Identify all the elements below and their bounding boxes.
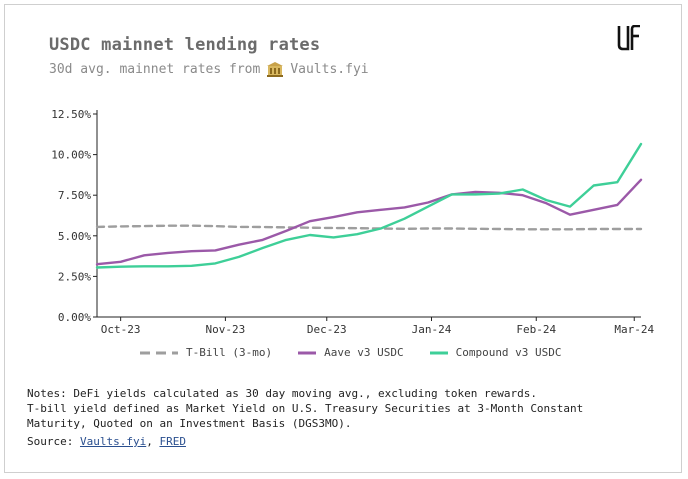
legend-swatch-compound	[429, 351, 448, 354]
chart-title: USDC mainnet lending rates	[49, 35, 321, 55]
subtitle-prefix: 30d avg. mainnet rates from	[49, 61, 261, 77]
legend-swatch-aave	[298, 351, 317, 354]
x-tick-label: Mar-24	[614, 323, 654, 336]
x-tick-label: Nov-23	[206, 323, 246, 336]
y-axis-ticks: 0.00% 2.50% 5.00% 7.50% 10.00% 12.50%	[51, 108, 97, 324]
legend-swatch-tbill	[140, 351, 178, 354]
notes-line-2: T-bill yield defined as Market Yield on …	[27, 402, 584, 415]
series-line-aave	[95, 178, 643, 266]
x-tick-label: Dec-23	[307, 323, 347, 336]
legend-label-compound: Compound v3 USDC	[455, 346, 562, 359]
y-tick-label: 10.00%	[51, 149, 91, 162]
chart-series	[95, 142, 643, 269]
y-tick-label: 0.00%	[58, 311, 91, 324]
x-tick-label: Jan-24	[412, 323, 452, 336]
brand-logo-icon	[617, 24, 641, 51]
y-tick-label: 5.00%	[58, 230, 91, 243]
legend-label-aave: Aave v3 USDC	[324, 346, 404, 359]
legend-label-tbill: T-Bill (3-mo)	[186, 346, 273, 359]
bank-icon	[266, 61, 284, 77]
y-tick-label: 12.50%	[51, 108, 91, 121]
notes-line-1: Notes: DeFi yields calculated as 30 day …	[27, 387, 537, 400]
x-axis-ticks: Oct-23 Nov-23 Dec-23 Jan-24 Feb-24 Mar-24	[101, 317, 654, 336]
series-line-compound	[95, 142, 643, 269]
source-link-fred[interactable]: FRED	[159, 435, 186, 448]
x-tick-label: Feb-24	[516, 323, 556, 336]
y-tick-label: 7.50%	[58, 189, 91, 202]
legend-item-compound: Compound v3 USDC	[429, 346, 562, 359]
source-link-vaults[interactable]: Vaults.fyi	[79, 435, 147, 448]
chart-legend: T-Bill (3-mo) Aave v3 USDC Compound v3 U…	[140, 346, 562, 359]
source-prefix: Source:	[27, 435, 80, 448]
series-line-tbill	[95, 224, 643, 231]
x-tick-label: Oct-23	[101, 323, 141, 336]
subtitle-source: Vaults.fyi	[290, 61, 369, 77]
chart-notes: Notes: DeFi yields calculated as 30 day …	[27, 386, 657, 449]
source-separator: ,	[146, 435, 160, 448]
chart-frame	[4, 4, 682, 473]
legend-item-tbill: T-Bill (3-mo)	[140, 346, 272, 359]
chart-subtitle: 30d avg. mainnet rates from Vaults.fyi	[49, 61, 369, 77]
y-tick-label: 2.50%	[58, 270, 91, 283]
source-line: Source: Vaults.fyi, FRED	[27, 434, 657, 449]
notes-line-3: Maturity, Quoted on an Investment Basis …	[27, 417, 352, 430]
legend-item-aave: Aave v3 USDC	[298, 346, 404, 359]
chart-axes	[96, 110, 641, 318]
